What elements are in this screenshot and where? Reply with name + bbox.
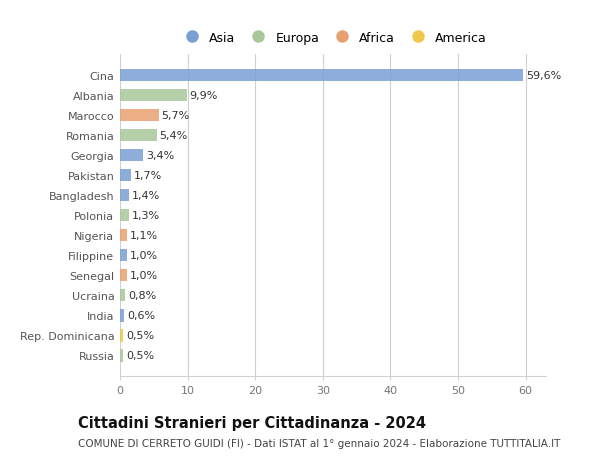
Text: 1,4%: 1,4% [132, 191, 160, 201]
Text: 1,7%: 1,7% [134, 171, 163, 181]
Bar [120, 210, 129, 222]
Text: 1,3%: 1,3% [131, 211, 160, 221]
Text: 1,0%: 1,0% [130, 251, 158, 261]
Text: 59,6%: 59,6% [526, 71, 561, 81]
Bar [120, 290, 125, 302]
Text: 5,7%: 5,7% [161, 111, 190, 121]
Text: 0,5%: 0,5% [126, 330, 154, 341]
Bar [120, 110, 158, 122]
Bar [120, 309, 124, 322]
Text: 9,9%: 9,9% [190, 91, 218, 101]
Text: 0,6%: 0,6% [127, 311, 155, 321]
Bar [120, 349, 124, 362]
Bar [120, 169, 131, 182]
Bar [120, 90, 187, 102]
Text: 1,1%: 1,1% [130, 231, 158, 241]
Bar [120, 330, 124, 342]
Bar [120, 190, 130, 202]
Text: 5,4%: 5,4% [159, 131, 187, 141]
Bar [120, 230, 127, 242]
Text: 0,8%: 0,8% [128, 291, 157, 301]
Bar [120, 150, 143, 162]
Text: COMUNE DI CERRETO GUIDI (FI) - Dati ISTAT al 1° gennaio 2024 - Elaborazione TUTT: COMUNE DI CERRETO GUIDI (FI) - Dati ISTA… [78, 438, 560, 448]
Bar [120, 269, 127, 282]
Text: 3,4%: 3,4% [146, 151, 174, 161]
Bar [120, 250, 127, 262]
Bar [120, 70, 523, 82]
Text: Cittadini Stranieri per Cittadinanza - 2024: Cittadini Stranieri per Cittadinanza - 2… [78, 415, 426, 431]
Bar [120, 129, 157, 142]
Text: 0,5%: 0,5% [126, 351, 154, 361]
Legend: Asia, Europa, Africa, America: Asia, Europa, Africa, America [176, 29, 490, 47]
Text: 1,0%: 1,0% [130, 271, 158, 280]
